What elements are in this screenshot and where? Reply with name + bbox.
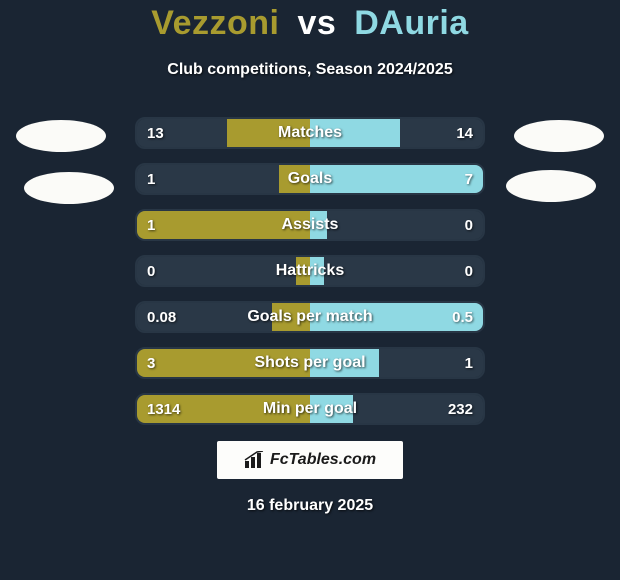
brand-badge: FcTables.com <box>217 441 403 479</box>
stat-value-right: 0 <box>455 257 483 285</box>
stat-value-right: 0.5 <box>442 303 483 331</box>
player1-photo-placeholder <box>24 172 114 204</box>
player2-name: DAuria <box>354 4 468 42</box>
player1-photo-placeholder <box>16 120 106 152</box>
stat-row: 10Assists <box>135 209 485 241</box>
brand-text: FcTables.com <box>270 451 376 469</box>
stat-row: 00Hattricks <box>135 255 485 287</box>
stat-value-right: 0 <box>455 211 483 239</box>
stat-value-left: 3 <box>137 349 165 377</box>
stat-value-left: 1 <box>137 211 165 239</box>
comparison-title: Vezzoni vs DAuria <box>0 0 620 43</box>
vs-label: vs <box>289 4 344 42</box>
stat-row: 17Goals <box>135 163 485 195</box>
player2-photo-placeholder <box>506 170 596 202</box>
season-subtitle: Club competitions, Season 2024/2025 <box>0 61 620 79</box>
stat-value-right: 7 <box>455 165 483 193</box>
stat-row: 1314Matches <box>135 117 485 149</box>
stat-row: 31Shots per goal <box>135 347 485 379</box>
stat-row: 1314232Min per goal <box>135 393 485 425</box>
player1-name: Vezzoni <box>151 4 279 42</box>
comparison-chart: 1314Matches17Goals10Assists00Hattricks0.… <box>135 117 485 425</box>
player2-photo-placeholder <box>514 120 604 152</box>
stat-value-right: 14 <box>446 119 483 147</box>
stat-value-left: 1314 <box>137 395 190 423</box>
stat-row: 0.080.5Goals per match <box>135 301 485 333</box>
stat-value-left: 13 <box>137 119 174 147</box>
stat-value-right: 232 <box>438 395 483 423</box>
bar-chart-icon <box>244 451 266 469</box>
date-stamp: 16 february 2025 <box>0 497 620 515</box>
stat-value-left: 0.08 <box>137 303 186 331</box>
stat-value-left: 1 <box>137 165 165 193</box>
stat-value-right: 1 <box>455 349 483 377</box>
stat-value-left: 0 <box>137 257 165 285</box>
